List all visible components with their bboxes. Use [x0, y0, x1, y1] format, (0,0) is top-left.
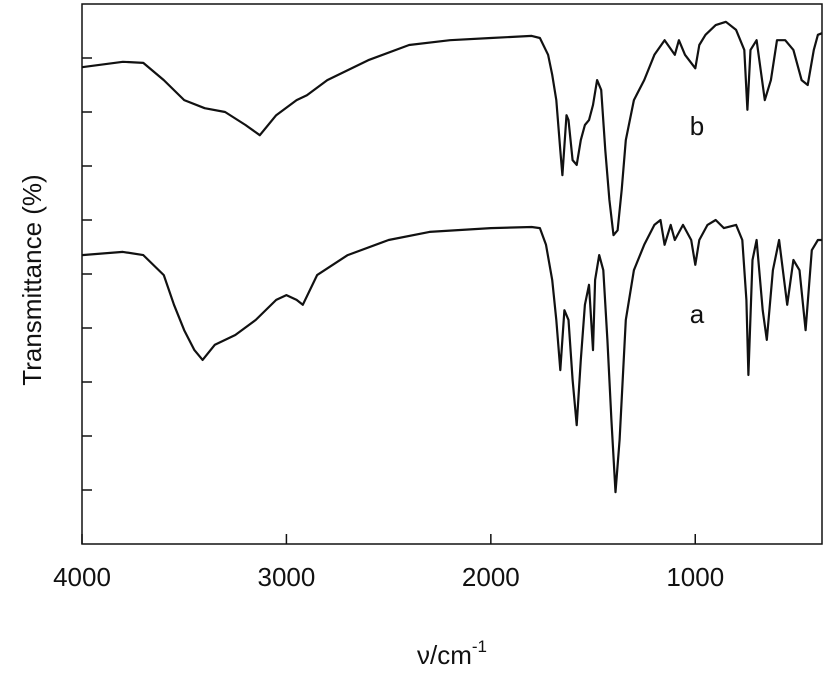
spectrum-line: [81, 218, 822, 494]
spectrum-line: [81, 20, 823, 237]
x-axis-label-sup: -1: [472, 637, 487, 656]
x-tick-label: 2000: [462, 562, 520, 592]
x-tick-label: 1000: [666, 562, 724, 592]
x-axis-label-main: ν/cm: [417, 640, 472, 670]
x-tick-label: 4000: [53, 562, 111, 592]
series-label: a: [690, 299, 705, 329]
plot-frame: [81, 3, 823, 545]
series-label: b: [690, 111, 704, 141]
y-axis-label: Transmittance (%): [17, 174, 47, 385]
x-tick-label: 3000: [257, 562, 315, 592]
x-axis-label: ν/cm-1: [417, 637, 487, 670]
